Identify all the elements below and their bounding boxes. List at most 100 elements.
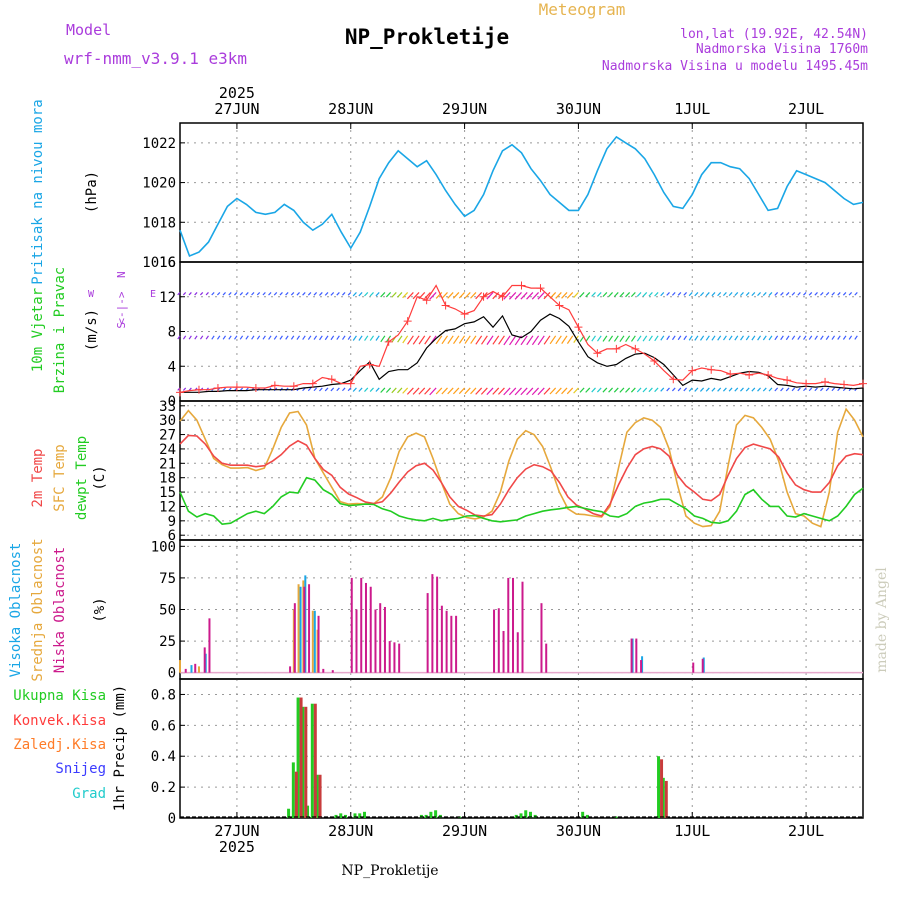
wind-gust-marker xyxy=(783,376,792,385)
y-tick-label: 8 xyxy=(168,325,176,341)
y-tick-label: 30 xyxy=(159,413,176,429)
wind-gust-marker xyxy=(555,301,564,310)
wind-barb xyxy=(520,335,528,346)
wind-barb xyxy=(342,291,346,296)
wind-barb xyxy=(854,291,858,296)
meteogram-subtitle: Meteogram xyxy=(539,0,626,19)
wind-barb xyxy=(424,387,431,395)
wind-barb xyxy=(717,291,722,297)
wind-barb xyxy=(768,291,773,296)
low-cloud-bar xyxy=(364,582,367,673)
compass-south: S xyxy=(115,322,128,329)
wind-barb xyxy=(486,291,494,300)
total-precip-bar xyxy=(296,697,300,818)
wind-barb xyxy=(406,387,414,395)
wind-barb xyxy=(654,335,659,342)
wind-barb xyxy=(537,387,545,396)
wind-barb xyxy=(458,387,466,395)
mid-cloud-bar xyxy=(311,610,314,673)
wind-barb xyxy=(808,335,813,340)
y-tick-label: 25 xyxy=(159,634,176,650)
wind-barb xyxy=(342,387,346,392)
y-tick-label: 75 xyxy=(159,571,176,587)
bottom-day-label: 28JUN xyxy=(328,822,373,840)
wind-barb xyxy=(391,387,397,394)
wind-barb xyxy=(566,387,574,395)
wind-barb xyxy=(837,291,841,296)
wind-barb xyxy=(608,387,614,393)
wind-barb xyxy=(630,335,636,342)
wind-barb xyxy=(352,335,357,341)
wind-barb xyxy=(803,291,807,296)
wind-barb xyxy=(654,387,659,393)
wind-gust-marker xyxy=(821,377,830,386)
y-tick-label: 1022 xyxy=(142,136,176,152)
wind-barb xyxy=(358,335,363,341)
cloud-unit-label: (%) xyxy=(92,597,108,622)
wind-barb xyxy=(591,291,596,297)
low-cloud-bar xyxy=(303,586,306,673)
wind-barb xyxy=(296,291,300,296)
top-year-label: 2025 xyxy=(219,84,255,102)
convective-precip-bar xyxy=(664,780,668,818)
mid-cloud-bar xyxy=(179,660,181,673)
wind-barb xyxy=(762,291,767,296)
high-cloud-bar xyxy=(313,610,316,673)
wind-barb xyxy=(694,387,699,392)
wind-barb xyxy=(380,335,386,343)
wind-gust-marker xyxy=(517,281,526,290)
wind-barb xyxy=(497,387,505,395)
wind-barb xyxy=(549,335,557,345)
wind-barb xyxy=(848,291,853,296)
wind-barb xyxy=(711,387,716,392)
mid-cloud-bar xyxy=(297,584,300,673)
wind-barb xyxy=(358,387,363,392)
compass-north: N xyxy=(115,271,128,278)
wind-barb xyxy=(508,291,517,300)
temp-unit-label: (C) xyxy=(92,465,108,490)
wind-barb xyxy=(435,291,443,299)
wind-barb xyxy=(458,335,466,344)
convective-precip-bar xyxy=(318,774,322,818)
wind-barb xyxy=(728,335,733,341)
wind-barb xyxy=(808,387,813,392)
pressure-unit-label: (hPa) xyxy=(84,171,100,213)
y-tick-label: 27 xyxy=(159,428,176,444)
compass-west: W xyxy=(88,289,95,300)
wind-barb xyxy=(683,387,687,392)
wind-barb xyxy=(216,335,221,340)
top-day-label: 30JUN xyxy=(556,100,601,118)
y-tick-label: 18 xyxy=(159,471,176,487)
mid-cloud-bar xyxy=(197,666,200,673)
wind-gust-marker xyxy=(498,292,507,301)
temp-2m-axis-title: 2m Temp xyxy=(30,448,46,507)
wind-barb xyxy=(561,291,568,299)
bottom-day-label: 1JUL xyxy=(674,822,710,840)
top-day-label: 1JUL xyxy=(674,100,710,118)
wind-barb xyxy=(441,387,448,395)
convective-precip-bar xyxy=(294,771,298,818)
wind-barb xyxy=(602,335,608,342)
bottom-day-label: 29JUN xyxy=(442,822,487,840)
wind-barb xyxy=(745,291,750,296)
wind-barb xyxy=(745,335,750,341)
wind-barb xyxy=(262,335,266,340)
wind-barb xyxy=(380,387,386,393)
y-tick-label: 21 xyxy=(159,456,176,472)
wind-barb xyxy=(555,387,562,395)
wind-barb xyxy=(648,291,653,297)
low-cloud-bar xyxy=(322,668,325,673)
low-cloud-bar xyxy=(436,576,439,673)
wind-barb xyxy=(699,291,705,297)
total-precip-bar xyxy=(306,805,310,818)
wind-barb xyxy=(239,291,244,296)
wind-barb xyxy=(728,291,733,297)
wind-barb xyxy=(285,291,289,296)
y-tick-label: 1018 xyxy=(142,215,176,231)
wind-barb xyxy=(358,291,363,297)
low-cloud-bar xyxy=(194,663,197,673)
wind-gust-marker xyxy=(327,375,336,384)
high-cloud-bar xyxy=(190,665,193,673)
wind-barb xyxy=(234,335,238,340)
